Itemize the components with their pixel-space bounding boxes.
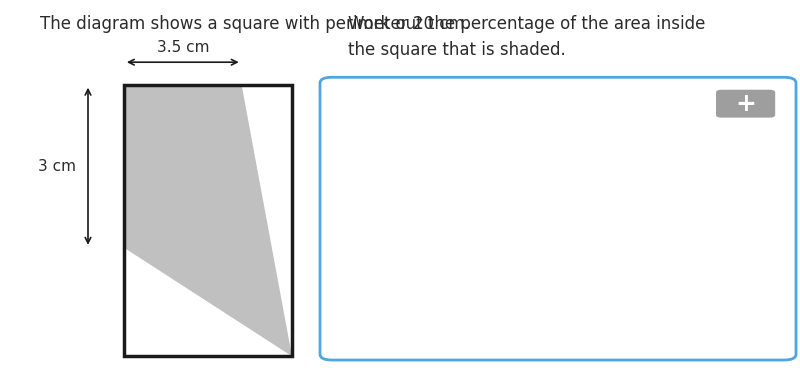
FancyBboxPatch shape — [716, 90, 775, 118]
Text: 3.5 cm: 3.5 cm — [157, 40, 209, 55]
Text: Work out the percentage of the area inside
the square that is shaded.: Work out the percentage of the area insi… — [348, 15, 706, 60]
Text: +: + — [735, 92, 756, 116]
FancyBboxPatch shape — [320, 77, 796, 360]
Text: 3 cm: 3 cm — [38, 159, 76, 174]
Polygon shape — [124, 85, 292, 356]
Bar — [124, 85, 292, 356]
Text: The diagram shows a square with perimeter 20 cm.: The diagram shows a square with perimete… — [40, 15, 470, 33]
